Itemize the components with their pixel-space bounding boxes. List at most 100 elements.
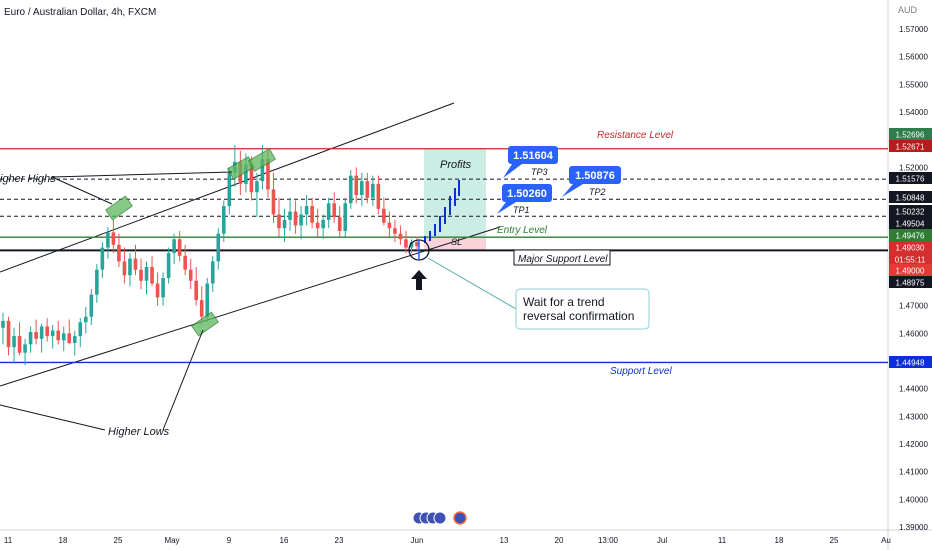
candle-body <box>382 208 386 223</box>
higher-highs-label: igher Highs <box>0 173 56 185</box>
event-flag-icon-4[interactable] <box>433 511 447 525</box>
candle-body <box>343 203 348 231</box>
candle-body <box>199 300 204 317</box>
y-tick-label: 1.52000 <box>899 163 928 172</box>
y-tick-label: 1.54000 <box>899 108 928 117</box>
callout-box[interactable] <box>515 288 650 330</box>
price-tag <box>889 140 932 152</box>
x-tick-label: 11 <box>718 536 727 545</box>
candle-body <box>398 233 403 240</box>
candle-body <box>244 164 248 184</box>
candle-body <box>45 326 49 337</box>
price-tag <box>889 241 932 253</box>
higher-lows-label: Higher Lows <box>108 426 170 438</box>
candle-body <box>310 206 314 223</box>
candle-body <box>12 336 16 348</box>
upper-channel-line <box>0 102 455 273</box>
plot-area[interactable] <box>0 0 888 530</box>
higher-lows-pointer <box>0 404 106 431</box>
x-tick-label: Au <box>881 536 891 545</box>
y-tick-label: 1.46000 <box>899 329 928 338</box>
candle-body <box>100 247 105 270</box>
candle-body <box>89 294 94 317</box>
candle-body <box>387 222 392 229</box>
candle-body <box>23 344 27 353</box>
candlestick-series <box>1 145 419 366</box>
candle-body <box>365 181 370 198</box>
stop-loss-zone <box>424 238 486 250</box>
price-tag-label: 1.51576 <box>896 175 925 184</box>
candle-body <box>106 232 110 248</box>
y-tick-label: 1.42000 <box>899 440 928 449</box>
lower-channel-line <box>0 226 501 387</box>
candle-body <box>128 258 132 276</box>
price-tag <box>889 128 932 140</box>
callout-pointer <box>427 257 517 310</box>
x-tick-label: May <box>164 536 179 545</box>
price-tag <box>889 276 932 288</box>
x-tick-label: 18 <box>59 536 68 545</box>
candle-body <box>337 217 342 231</box>
price-tags: 1.52696 1.52671 1.51576 1.50848 1.50232 1.495… <box>889 128 932 368</box>
candle-body <box>1 320 5 328</box>
candle-body <box>111 232 116 245</box>
tp3-bubble-text: 1.51604 <box>513 150 554 162</box>
x-tick-label: 13:00 <box>598 536 619 545</box>
price-tag-label: 1.52671 <box>896 143 925 152</box>
candle-body <box>117 244 121 262</box>
candle-body <box>409 242 414 248</box>
x-tick-label: Jul <box>657 536 667 545</box>
y-tick-label: 1.55000 <box>899 80 928 89</box>
event-icons[interactable] <box>412 511 467 525</box>
candle-body <box>304 206 309 215</box>
tp2-bubble[interactable]: 1.50876 <box>562 166 621 197</box>
price-tag-label: 1.49030 <box>896 244 925 253</box>
price-tag <box>889 217 932 229</box>
candle-body <box>360 181 364 195</box>
candle-body <box>6 320 11 348</box>
tp3-label: TP3 <box>531 167 548 177</box>
tp3-bubble[interactable]: 1.51604 <box>503 146 558 178</box>
candle-body <box>39 326 44 339</box>
candle-body <box>122 261 127 276</box>
event-flag-icon-5[interactable] <box>453 511 467 525</box>
resistance-label: Resistance Level <box>597 130 674 141</box>
time-axis-ticks: 11 18 25 May 9 16 23 Jun 13 20 13:00 Jul 11 18 25 Au <box>4 536 891 545</box>
price-tag <box>889 264 932 276</box>
x-tick-label: 20 <box>555 536 564 545</box>
candle-body <box>332 203 336 218</box>
tp1-bubble[interactable]: 1.50260 <box>497 184 552 214</box>
candle-body <box>210 261 215 284</box>
y-tick-label: 1.40000 <box>899 495 928 504</box>
price-tag-label: 1.49476 <box>896 232 925 241</box>
candle-body <box>348 175 353 204</box>
price-tag <box>889 356 932 368</box>
higher-highs-pointer-2 <box>51 171 233 178</box>
candle-body <box>315 222 320 229</box>
callout-line1: Wait for a trend <box>523 295 605 309</box>
sl-label: SL <box>451 237 462 247</box>
candle-body <box>155 283 160 298</box>
price-tag-label: 1.44948 <box>896 359 925 368</box>
price-tag-label: 1.49000 <box>896 267 925 276</box>
candle-body <box>293 211 298 226</box>
candle-body <box>50 330 55 337</box>
tp2-label: TP2 <box>589 187 606 197</box>
candle-body <box>177 239 182 256</box>
candle-body <box>150 266 154 284</box>
candle-body <box>415 242 419 247</box>
candle-body <box>282 219 287 229</box>
candle-body <box>393 228 397 234</box>
price-tag-label: 1.48975 <box>896 279 925 288</box>
candle-body <box>172 239 176 254</box>
candle-body <box>354 175 359 195</box>
profits-label: Profits <box>440 159 472 171</box>
price-tag-label: 1.52696 <box>896 131 925 140</box>
price-tag <box>889 172 932 184</box>
candle-body <box>321 219 325 229</box>
entry-level-label: Entry Level <box>497 225 548 236</box>
candle-body <box>376 183 381 209</box>
tp1-label: TP1 <box>513 205 530 215</box>
price-tag-label: 1.49504 <box>896 220 925 229</box>
